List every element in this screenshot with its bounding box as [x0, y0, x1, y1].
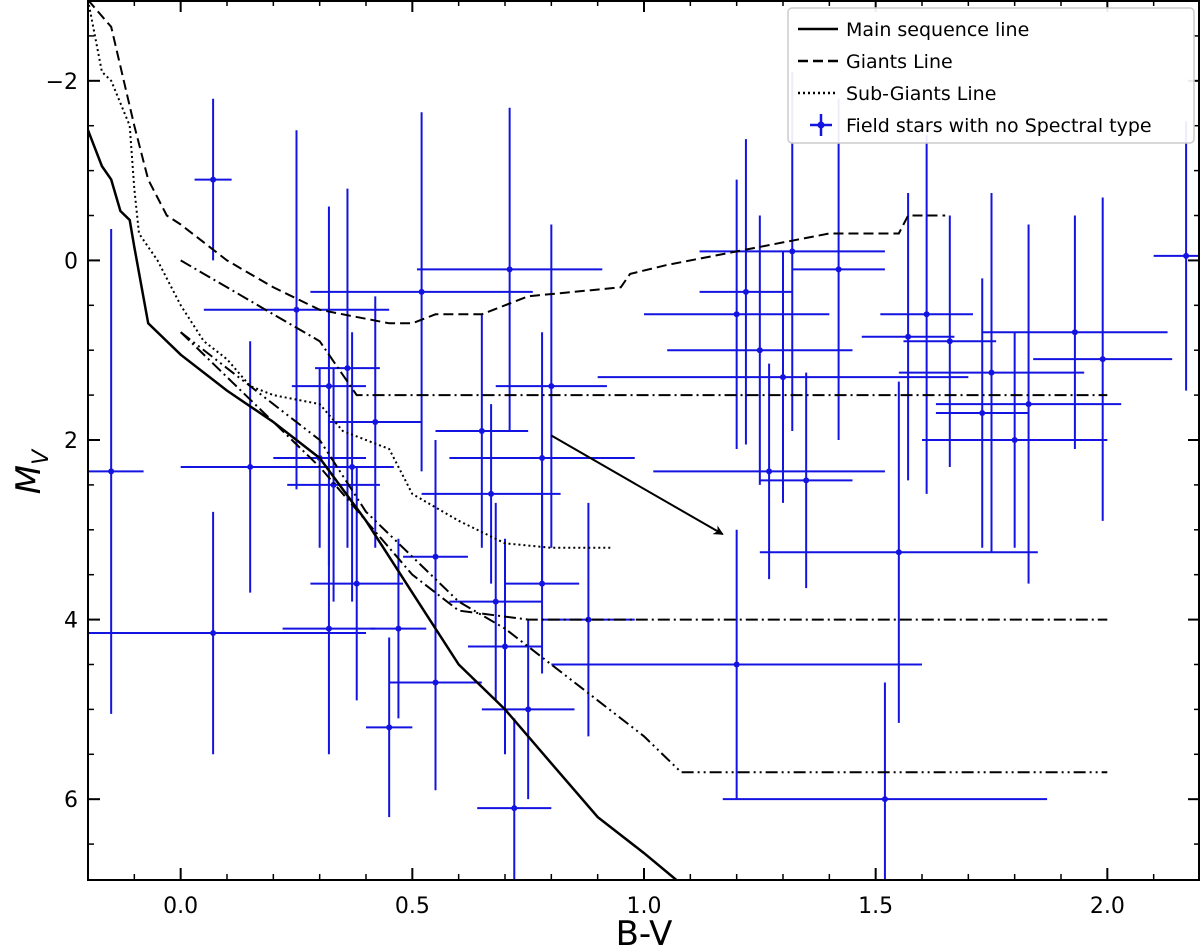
legend-label: Sub-Giants Line — [846, 83, 996, 105]
data-point — [923, 311, 930, 318]
data-point — [349, 463, 356, 470]
y-tick-label: −2 — [46, 70, 78, 95]
legend: Main sequence line Giants Line Sub-Giants … — [787, 7, 1195, 144]
data-point — [835, 266, 842, 273]
data-point — [895, 549, 902, 556]
data-point — [780, 374, 786, 381]
data-point — [210, 630, 217, 637]
sub-giants-line — [88, 0, 612, 549]
reference-line — [180, 259, 1108, 397]
arrow-annotation — [550, 434, 724, 536]
data-point — [1025, 401, 1032, 408]
data-point — [330, 481, 337, 488]
data-point — [511, 805, 518, 812]
x-tick-label: 1.0 — [627, 894, 662, 919]
data-point — [539, 454, 546, 461]
legend-label: Main sequence line — [846, 19, 1029, 41]
plot-area — [88, 0, 1200, 880]
legend-label: Field stars with no Spectral type — [846, 115, 1152, 137]
main-sequence-line — [88, 129, 678, 880]
data-point — [325, 625, 332, 632]
data-point — [905, 333, 912, 340]
data-point — [539, 580, 546, 587]
x-tick-label: 0.0 — [163, 894, 198, 919]
data-point — [766, 468, 773, 475]
data-point — [478, 428, 485, 435]
data-point — [395, 625, 402, 632]
y-axis-label: MV — [9, 448, 54, 494]
data-point — [1099, 356, 1106, 363]
data-point — [988, 369, 995, 376]
data-point — [506, 266, 513, 273]
data-point — [247, 463, 254, 470]
giants-line — [88, 0, 946, 325]
data-point — [803, 477, 810, 484]
x-tick-label: 1.5 — [858, 894, 893, 919]
y-axis-label-main: M — [9, 465, 49, 494]
data-point — [946, 338, 953, 345]
data-point — [733, 311, 740, 318]
data-point — [344, 365, 351, 372]
x-axis-label: B-V — [616, 914, 673, 950]
data-point — [325, 383, 332, 390]
data-point — [756, 347, 763, 354]
data-point — [488, 490, 495, 497]
data-point — [881, 796, 888, 803]
y-tick-label: 2 — [64, 429, 78, 454]
data-point — [210, 176, 217, 183]
data-point — [492, 598, 499, 605]
data-point — [502, 643, 508, 650]
x-tick-label: 0.5 — [395, 894, 430, 919]
data-point — [742, 288, 749, 295]
y-tick-label: 0 — [64, 249, 78, 274]
data-point — [789, 248, 796, 255]
data-point — [108, 468, 115, 475]
legend-label: Giants Line — [846, 51, 953, 73]
data-point — [293, 306, 300, 313]
data-point — [1071, 329, 1078, 336]
data-point — [418, 288, 425, 295]
y-tick-label: 6 — [64, 788, 78, 813]
data-point — [733, 661, 740, 668]
data-point — [525, 706, 532, 713]
data-point — [432, 679, 439, 686]
axes: 0.0 0.5 1.0 1.5 2.0 −2 0 2 4 6 — [46, 0, 1200, 919]
data-point — [1011, 437, 1018, 443]
data-point — [548, 383, 555, 390]
y-tick-label: 4 — [64, 609, 78, 634]
y-axis-label-subscript: V — [29, 448, 54, 465]
legend-swatch-point — [817, 121, 825, 129]
data-point — [432, 553, 439, 560]
data-point — [585, 616, 592, 623]
data-point — [353, 580, 360, 587]
legend-box — [787, 7, 1195, 144]
data-point — [1183, 252, 1190, 259]
data-point — [372, 419, 379, 426]
data-point — [386, 724, 393, 731]
x-tick-label: 2.0 — [1090, 894, 1125, 919]
data-point — [979, 410, 986, 417]
